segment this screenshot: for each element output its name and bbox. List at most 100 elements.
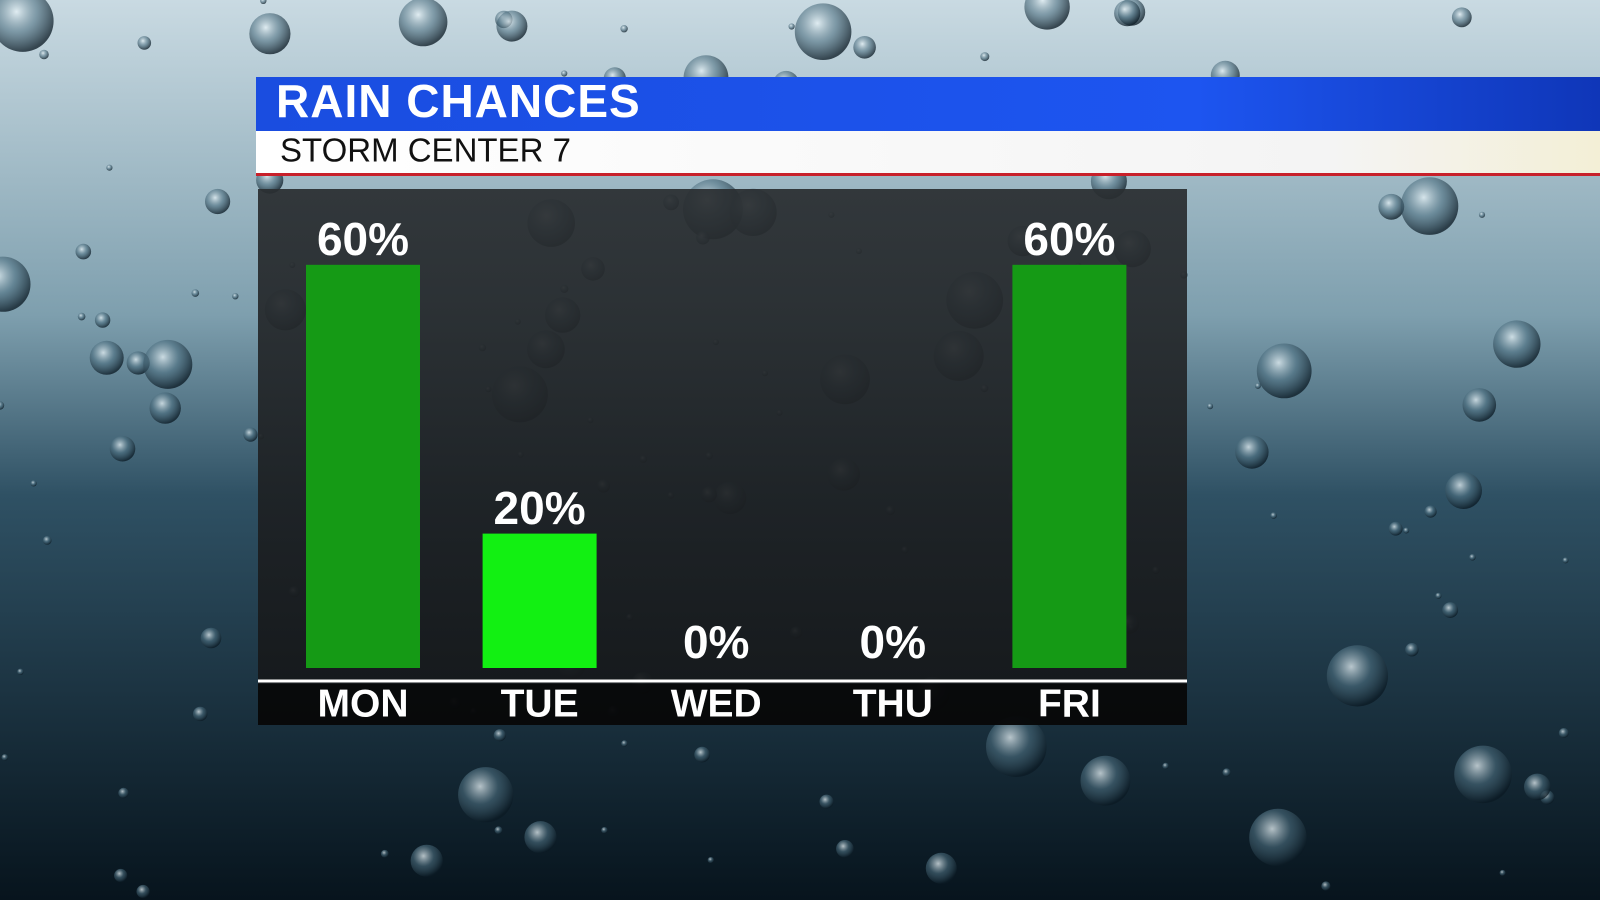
raindrop — [1378, 193, 1405, 220]
raindrop — [1405, 643, 1419, 657]
raindrop — [853, 36, 876, 59]
bar — [482, 533, 597, 668]
raindrop — [260, 0, 267, 4]
raindrop — [1469, 554, 1476, 561]
raindrop — [494, 826, 503, 835]
raindrop — [1403, 527, 1410, 534]
raindrop — [1445, 472, 1482, 509]
raindrop — [17, 668, 24, 675]
raindrop — [380, 849, 389, 858]
raindrop — [114, 868, 128, 883]
raindrop — [836, 840, 854, 858]
raindrop — [1270, 512, 1277, 519]
raindrop — [493, 729, 506, 742]
raindrop — [1321, 881, 1331, 891]
raindrop — [986, 716, 1047, 777]
raindrop — [243, 427, 258, 442]
raindrop — [118, 787, 129, 799]
title: RAIN CHANCES — [276, 75, 641, 127]
raindrop — [707, 857, 714, 864]
bars: 60% MON 20% TUE 0% WED 0% THU 60% FRI — [306, 213, 1127, 725]
raindrop — [1254, 382, 1261, 389]
raindrop — [1499, 869, 1506, 876]
subtitle-band — [256, 131, 1600, 173]
raindrop — [925, 852, 957, 884]
x-tick-label: WED — [671, 682, 762, 725]
day-strip — [258, 684, 1187, 725]
bar — [1012, 264, 1127, 668]
raindrop — [524, 821, 557, 854]
raindrop — [89, 340, 124, 375]
title-band — [256, 77, 1600, 131]
raindrop — [1562, 557, 1569, 564]
raindrop — [143, 339, 193, 389]
raindrop — [109, 435, 136, 462]
value-label: 60% — [1023, 213, 1115, 265]
value-label: 0% — [683, 616, 749, 668]
raindrop — [94, 312, 111, 328]
raindrop — [1162, 762, 1169, 770]
raindrop — [819, 794, 834, 809]
raindrop — [1435, 592, 1442, 599]
raindrop — [249, 13, 291, 55]
raindrop — [136, 884, 150, 899]
raindrop — [193, 706, 208, 722]
raindrop — [1249, 808, 1307, 867]
raindrop — [200, 627, 222, 649]
raindrop — [1424, 505, 1437, 518]
raindrop — [191, 289, 200, 297]
x-tick-label: FRI — [1038, 682, 1101, 725]
raindrop — [1442, 602, 1459, 618]
subtitle-rule — [256, 173, 1600, 176]
x-tick-label: MON — [318, 682, 409, 725]
raindrop — [1256, 343, 1312, 399]
raindrop — [30, 480, 37, 487]
raindrop — [39, 49, 49, 60]
raindrop — [1114, 0, 1141, 27]
raindrop — [1207, 403, 1214, 410]
bar — [306, 264, 420, 668]
raindrop — [980, 52, 990, 62]
raindrop — [1454, 745, 1512, 804]
raindrop — [1558, 728, 1569, 738]
raindrop — [1478, 211, 1486, 218]
x-tick-label: THU — [853, 682, 933, 725]
raindrop — [1462, 388, 1497, 422]
raindrop — [1080, 755, 1131, 806]
raindrop — [621, 740, 628, 747]
raindrop — [620, 25, 628, 33]
raindrop — [458, 767, 514, 823]
raindrop — [398, 0, 448, 47]
raindrop — [0, 0, 54, 52]
subtitle: STORM CENTER 7 — [280, 132, 571, 169]
raindrop — [1524, 773, 1551, 801]
raindrop — [106, 164, 113, 171]
raindrop — [601, 827, 608, 834]
value-label: 0% — [860, 616, 926, 668]
raindrop — [1326, 645, 1388, 707]
raindrop — [149, 392, 181, 424]
raindrop — [496, 10, 528, 42]
raindrop — [0, 401, 5, 410]
raindrop — [1024, 0, 1070, 30]
raindrop — [1, 754, 9, 761]
raindrop — [137, 36, 152, 50]
raindrop — [205, 188, 231, 215]
raindrop — [42, 536, 52, 545]
raindrop — [1493, 320, 1541, 368]
raindrop — [694, 746, 710, 763]
value-label: 60% — [317, 213, 409, 265]
raindrop — [1388, 521, 1403, 536]
raindrop — [1451, 7, 1472, 28]
raindrop — [0, 256, 31, 312]
raindrop — [1400, 177, 1459, 235]
raindrop — [794, 3, 852, 60]
raindrop — [75, 243, 92, 260]
raindrop — [77, 312, 86, 321]
raindrop — [410, 844, 443, 877]
value-label: 20% — [494, 482, 586, 534]
x-tick-label: TUE — [501, 682, 579, 725]
raindrop — [788, 23, 795, 30]
